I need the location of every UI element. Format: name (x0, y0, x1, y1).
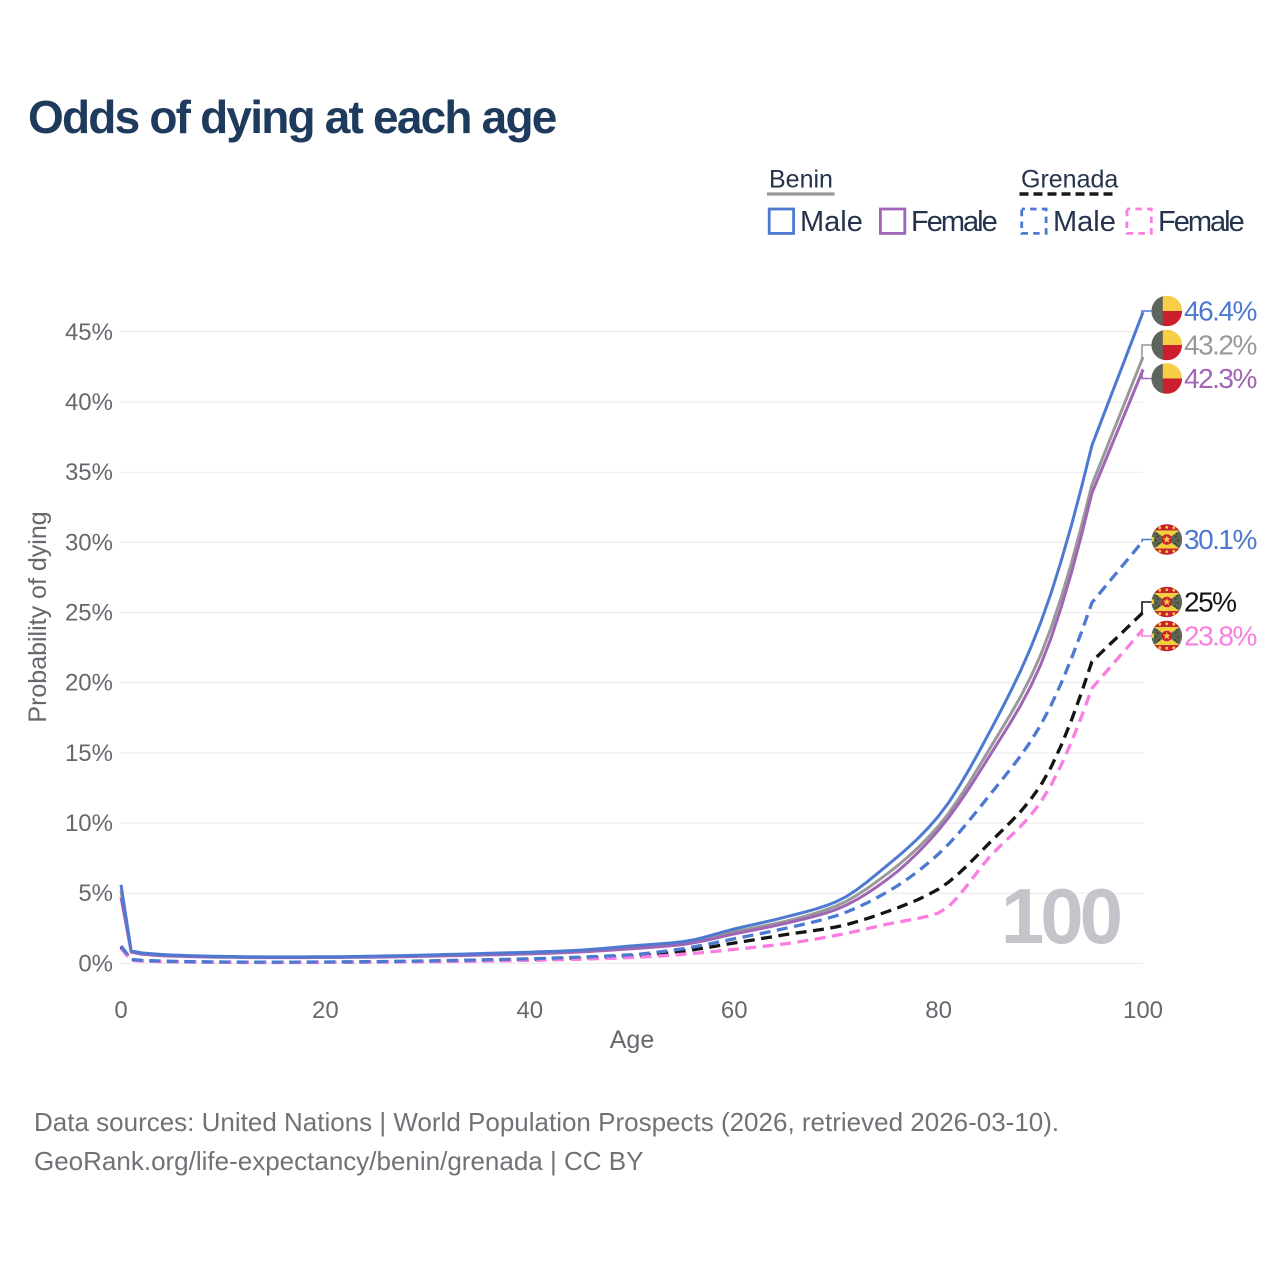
svg-text:60: 60 (721, 997, 748, 1024)
svg-text:Benin: Benin (769, 166, 833, 194)
svg-text:Probability of dying: Probability of dying (24, 511, 52, 722)
svg-text:0: 0 (114, 997, 127, 1024)
svg-text:45%: 45% (65, 319, 113, 346)
svg-text:20: 20 (312, 997, 339, 1024)
svg-text:25%: 25% (65, 600, 113, 627)
svg-text:23.8%: 23.8% (1184, 621, 1256, 652)
svg-text:42.3%: 42.3% (1184, 363, 1256, 394)
svg-text:0%: 0% (78, 950, 113, 977)
svg-text:Female: Female (1158, 206, 1244, 238)
svg-text:10%: 10% (65, 810, 113, 837)
svg-text:Male: Male (1053, 206, 1116, 238)
svg-text:Female: Female (911, 206, 997, 238)
svg-text:30%: 30% (65, 529, 113, 556)
svg-text:GeoRank.org/life-expectancy/be: GeoRank.org/life-expectancy/benin/grenad… (34, 1146, 643, 1176)
svg-text:Male: Male (800, 206, 863, 238)
svg-text:15%: 15% (65, 740, 113, 767)
svg-text:35%: 35% (65, 459, 113, 486)
svg-text:Age: Age (610, 1026, 654, 1054)
svg-text:40: 40 (516, 997, 543, 1024)
svg-text:100: 100 (1123, 997, 1163, 1024)
svg-text:Odds of dying at each age: Odds of dying at each age (28, 91, 557, 143)
svg-text:25%: 25% (1184, 587, 1236, 618)
svg-text:40%: 40% (65, 389, 113, 416)
svg-text:100: 100 (1001, 872, 1121, 960)
svg-text:43.2%: 43.2% (1184, 330, 1256, 361)
svg-text:Grenada: Grenada (1021, 166, 1118, 194)
svg-text:Data sources: United Nations |: Data sources: United Nations | World Pop… (34, 1107, 1059, 1137)
svg-text:80: 80 (925, 997, 952, 1024)
svg-text:5%: 5% (78, 880, 113, 907)
svg-text:46.4%: 46.4% (1184, 296, 1256, 327)
svg-text:20%: 20% (65, 670, 113, 697)
svg-text:30.1%: 30.1% (1184, 524, 1256, 555)
